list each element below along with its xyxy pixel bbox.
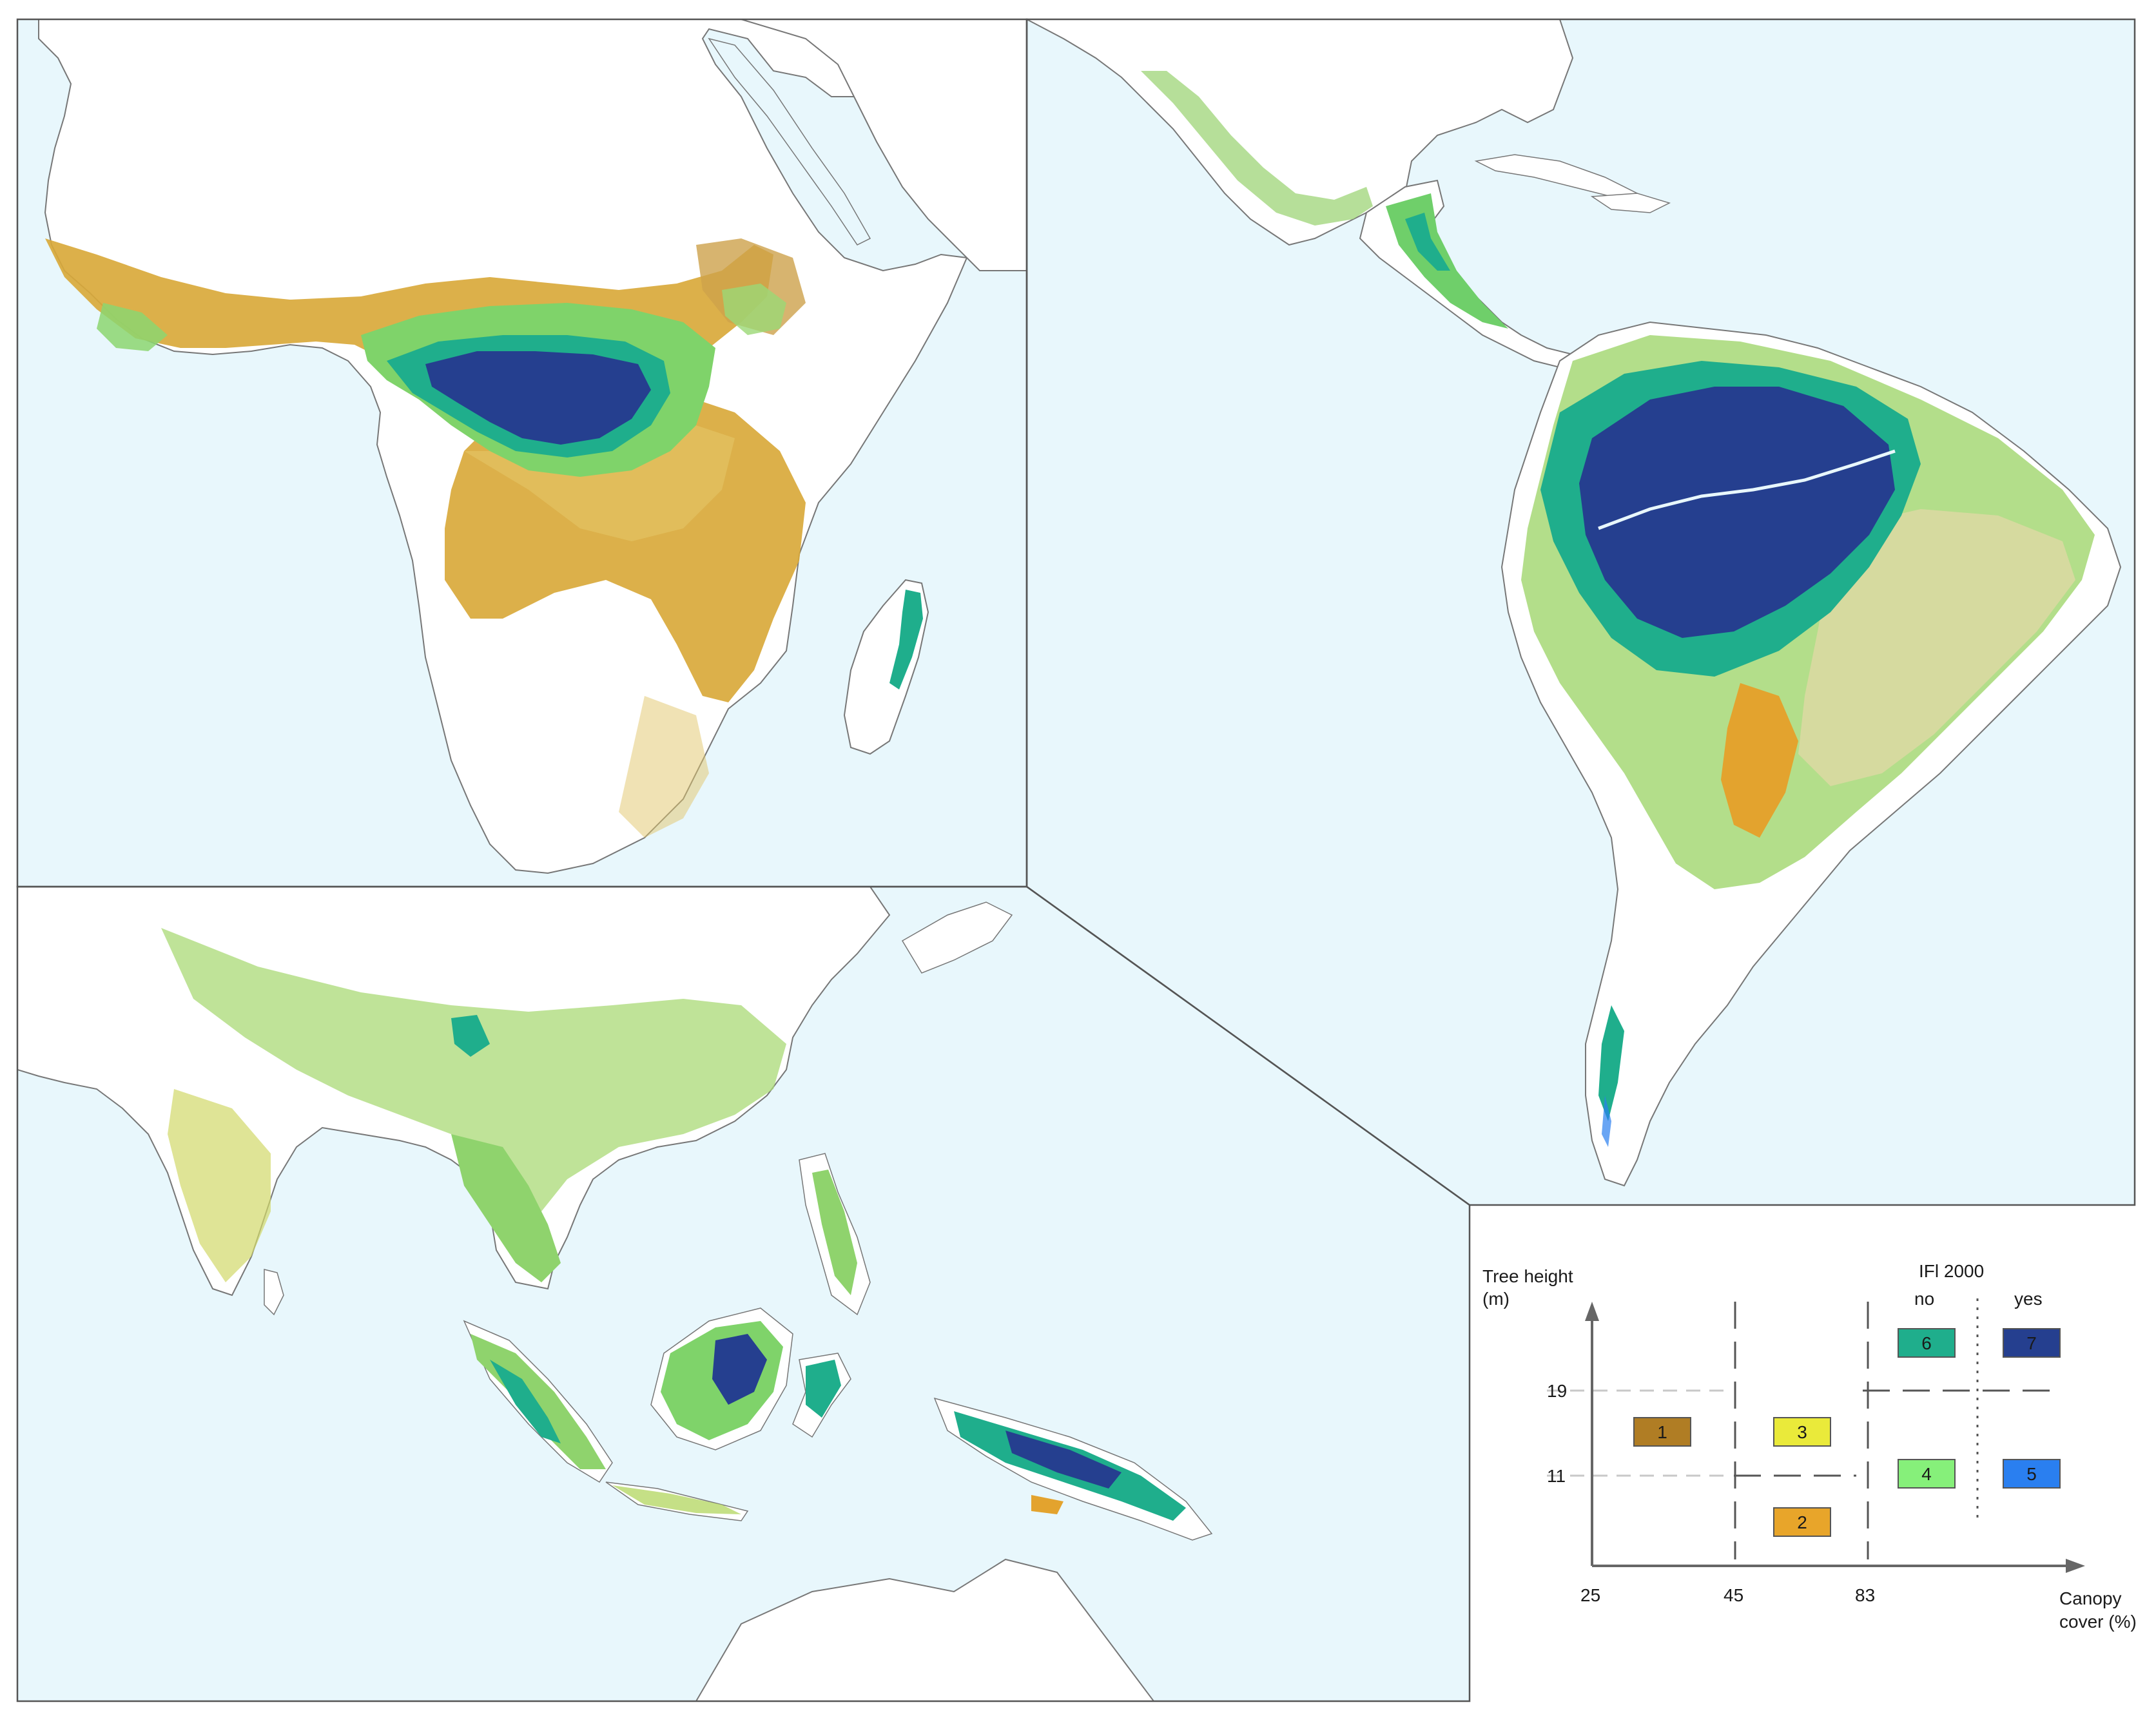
class-4-label: 4 (1921, 1464, 1932, 1484)
x-axis-label: Canopy (2059, 1588, 2122, 1608)
south-america-vegetation (1521, 335, 2095, 1147)
class-5-swatch (2003, 1459, 2061, 1489)
x-axis-unit: cover (%) (2059, 1612, 2137, 1632)
ifl-yes-label: yes (2014, 1289, 2043, 1309)
class-7-swatch (2003, 1328, 2061, 1358)
class-6-label: 6 (1921, 1333, 1932, 1353)
australia (695, 1558, 1155, 1701)
x-tick-45: 45 (1724, 1585, 1743, 1605)
west-africa-forest (97, 303, 168, 351)
ifl-title: IFl 2000 (1919, 1261, 1984, 1281)
legend-class-3: 3 (1773, 1417, 1831, 1447)
class-3-label: 3 (1797, 1422, 1807, 1442)
mexico-vegetation (1141, 71, 1373, 226)
legend-class-7: 7 (2003, 1328, 2061, 1358)
class-7-label: 7 (2026, 1333, 2037, 1353)
asia-panel (17, 887, 1470, 1701)
legend: Tree height (m) Canopy cover (%) IFl 200… (1471, 1206, 2137, 1700)
class-2-swatch (1773, 1507, 1831, 1537)
ifl-no-label: no (1914, 1289, 1934, 1309)
hispaniola (1590, 193, 1671, 213)
red-sea (708, 37, 871, 246)
class-5-label: 5 (2026, 1464, 2037, 1484)
sri-lanka (264, 1269, 284, 1316)
ethiopia-vegetation (722, 284, 786, 335)
legend-class-4: 4 (1898, 1459, 1956, 1489)
central-america-dense (1405, 213, 1450, 271)
x-axis-arrow (2066, 1559, 2085, 1573)
madagascar-forest (889, 590, 923, 689)
y-tick-19: 19 (1547, 1381, 1567, 1401)
class-1-swatch (1633, 1417, 1691, 1447)
legend-class-6: 6 (1898, 1328, 1956, 1358)
legend-gridlines (1547, 1298, 2056, 1559)
class-1-label: 1 (1657, 1422, 1667, 1442)
amazon-river (1598, 449, 1896, 530)
class-4-swatch (1898, 1459, 1956, 1489)
y-axis-arrow (1585, 1302, 1599, 1321)
x-tick-83: 83 (1855, 1585, 1875, 1605)
legend-class-1: 1 (1633, 1417, 1691, 1447)
y-tick-11: 11 (1547, 1466, 1566, 1486)
class-3-swatch (1773, 1417, 1831, 1447)
legend-class-5: 5 (2003, 1459, 2061, 1489)
asia-vegetation (161, 928, 1186, 1521)
legend-background (1471, 1206, 2133, 1700)
y-axis-label: Tree height (1482, 1266, 1573, 1286)
class-6-swatch (1898, 1328, 1956, 1358)
africa-panel (17, 19, 1027, 887)
y-axis-unit: (m) (1482, 1289, 1510, 1309)
legend-class-2: 2 (1773, 1507, 1831, 1537)
x-tick-25: 25 (1580, 1585, 1600, 1605)
class-2-label: 2 (1797, 1512, 1807, 1532)
japan (901, 901, 1013, 974)
americas-panel (1027, 19, 2135, 1205)
panel-frames (16, 18, 2136, 1702)
africa-rainforest (361, 303, 715, 477)
arabia-landmass (741, 19, 1027, 271)
